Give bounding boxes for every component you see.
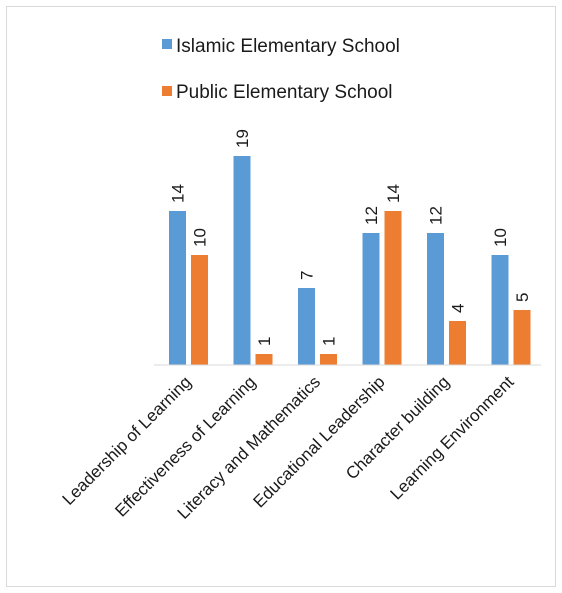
value-label-public-3: 14 (384, 184, 403, 203)
value-label-islamic-0: 14 (169, 184, 188, 203)
category-label-3: Educational Leadership (249, 372, 388, 511)
bar-islamic-4 (427, 233, 444, 365)
value-label-public-0: 10 (191, 228, 210, 247)
value-label-islamic-2: 7 (298, 271, 317, 280)
bars-group (169, 156, 531, 365)
bar-islamic-2 (298, 288, 315, 365)
bar-islamic-5 (491, 255, 509, 365)
value-label-public-4: 4 (449, 304, 468, 313)
bar-islamic-1 (233, 156, 251, 365)
value-label-public-5: 5 (513, 293, 532, 302)
legend-label-public: Public Elementary School (176, 82, 393, 103)
value-label-islamic-3: 12 (362, 206, 381, 225)
bar-islamic-0 (169, 211, 186, 365)
bar-islamic-3 (362, 233, 380, 365)
legend-label-islamic: Islamic Elementary School (176, 36, 400, 57)
value-label-islamic-4: 12 (427, 206, 446, 225)
bar-public-2 (320, 354, 337, 365)
bar-public-3 (384, 211, 402, 365)
legend-swatch-public (162, 86, 172, 96)
value-label-public-1: 1 (255, 337, 274, 346)
bar-public-0 (191, 255, 208, 365)
bar-public-4 (449, 321, 466, 365)
bar-public-1 (255, 354, 273, 365)
category-label-5: Learning Environment (387, 372, 518, 503)
value-label-islamic-5: 10 (491, 228, 510, 247)
legend-swatch-islamic (162, 39, 172, 49)
chart-frame (6, 6, 556, 587)
bar-public-5 (513, 310, 531, 365)
legend: Islamic Elementary School Public Element… (162, 36, 400, 103)
value-label-public-2: 1 (320, 337, 339, 346)
value-label-islamic-1: 19 (233, 129, 252, 148)
category-label-0: Leadership of Learning (59, 372, 195, 508)
